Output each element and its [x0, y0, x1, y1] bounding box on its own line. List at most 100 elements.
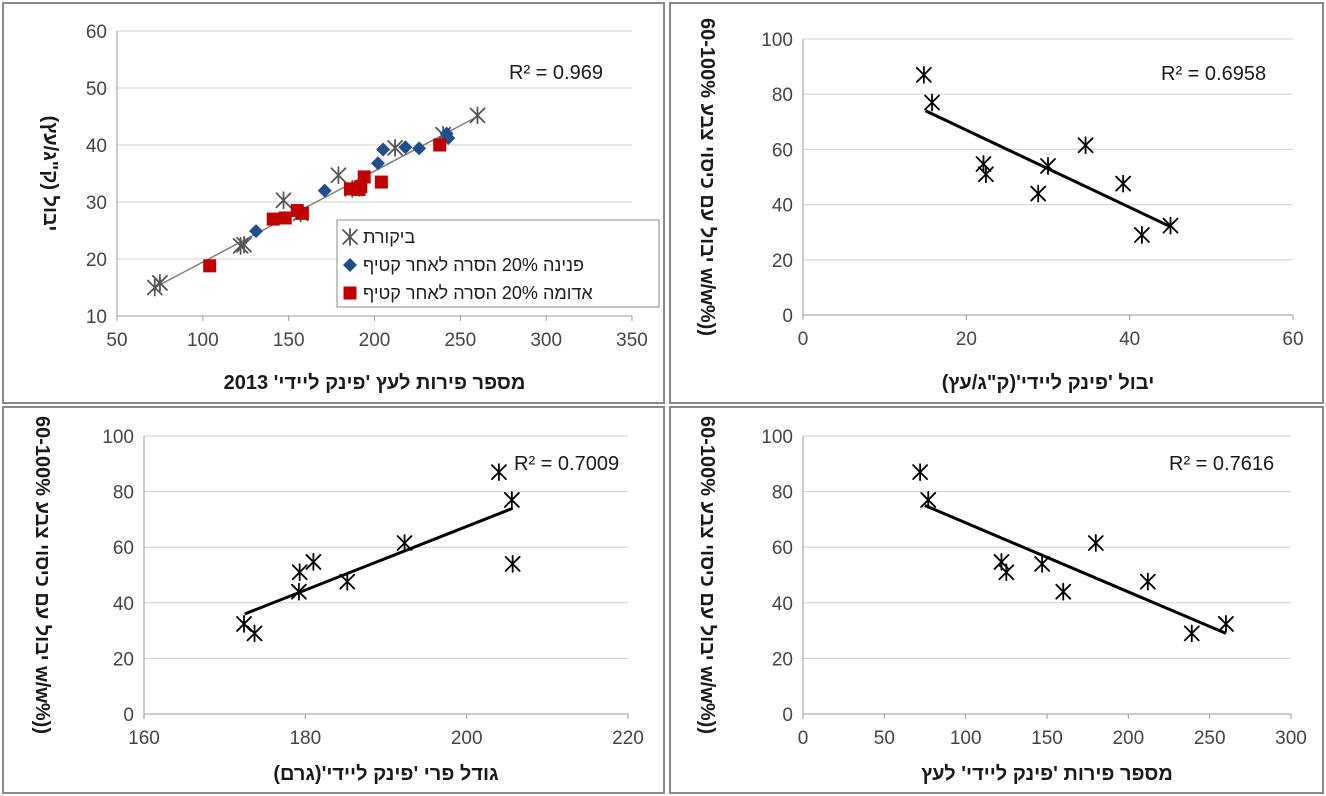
data-point	[275, 191, 292, 210]
x-tick-label: 350	[616, 330, 648, 351]
data-point	[1077, 136, 1094, 155]
data-point	[249, 224, 264, 239]
x-tick-label: 300	[530, 330, 562, 351]
series-0	[915, 65, 1179, 244]
y-tick-label: 40	[772, 196, 793, 217]
r-squared-label: R² = 0.969	[509, 62, 603, 84]
chart-yield-vs-colored-yield-plot: 0 20 40 60 80 100 0 20 40 60 יבול 'פינק ליידי'(ק"ג…	[696, 18, 1304, 394]
data-point	[1139, 572, 1156, 591]
x-tick-label: 200	[451, 728, 483, 749]
chart-yield-vs-colored-yield: 0 20 40 60 80 100 0 20 40 60 יבול 'פינק ליידי'(ק"ג…	[669, 2, 1324, 404]
x-tick-label: 0	[798, 329, 809, 350]
chart-fruit-count-vs-colored-yield-plot: 0 20 40 60 80 100 0 50 100 150 200 250 300 מספר פירות…	[696, 416, 1307, 785]
data-point	[1055, 582, 1072, 601]
data-point	[317, 183, 332, 198]
chart-fruit-size-vs-colored-yield-plot: 0 20 40 60 80 100 160 180 200 220 גודל פרי 'פינק ל…	[31, 416, 644, 785]
x-tick-label: 200	[359, 330, 391, 351]
x-tick-label: 50	[874, 728, 895, 749]
y-tick-label: 60	[86, 22, 107, 43]
series-2	[203, 138, 447, 273]
data-point	[912, 463, 929, 482]
data-point	[998, 563, 1015, 582]
series-0	[912, 463, 1234, 643]
data-point	[305, 553, 322, 571]
data-point	[295, 206, 309, 220]
data-point	[203, 259, 217, 273]
x-tick-label: 250	[444, 330, 476, 351]
data-point	[920, 491, 937, 509]
y-tick-label: 80	[113, 483, 134, 504]
data-point	[290, 582, 307, 601]
legend-label: אדומה 20% הסרה לאחר קטיף	[363, 283, 593, 303]
y-axis-title: יבול עם כיסוי צבע 60-100% w/w%))	[696, 18, 718, 336]
y-tick-label: 20	[772, 251, 793, 272]
data-point	[1030, 184, 1047, 203]
trendline	[154, 115, 478, 289]
legend-marker	[342, 228, 358, 246]
data-point	[491, 463, 507, 482]
data-point	[924, 93, 940, 112]
y-tick-label: 0	[782, 306, 793, 327]
data-point	[1134, 226, 1150, 244]
x-axis-title: גודל פרי 'פינק ליידי'(גרם)	[273, 763, 499, 785]
data-point	[374, 175, 388, 189]
legend-marker	[343, 286, 357, 300]
y-tick-label: 100	[102, 427, 134, 448]
data-point	[236, 235, 252, 254]
r-squared-label: R² = 0.7616	[1169, 453, 1274, 475]
data-point	[1087, 534, 1104, 552]
r-squared-label: R² = 0.6958	[1161, 63, 1266, 85]
y-tick-label: 80	[772, 85, 793, 106]
x-axis-title: מספר פירות 'פינק ליידי' לעץ	[921, 763, 1173, 785]
y-tick-label: 20	[113, 649, 134, 670]
y-tick-label: 40	[86, 136, 107, 157]
legend-label: ביקורת	[363, 227, 415, 247]
y-axis-title: יבול עם כיסוי צבע 60-100% w/w%))	[31, 416, 53, 734]
y-tick-label: 0	[123, 705, 134, 726]
x-tick-label: 60	[1282, 329, 1303, 350]
chart-fruit-size-vs-colored-yield: 0 20 40 60 80 100 160 180 200 220 גודל פרי 'פינק ל…	[2, 406, 665, 794]
data-point	[503, 491, 520, 509]
data-point	[398, 140, 413, 155]
y-tick-label: 40	[772, 594, 793, 615]
data-point	[412, 141, 427, 156]
y-axis-title: יבול (ק"ג/עץ)	[39, 116, 61, 232]
x-tick-label: 50	[106, 330, 127, 351]
data-point	[246, 624, 263, 643]
x-tick-label: 20	[956, 329, 977, 350]
y-tick-label: 100	[761, 30, 793, 51]
chart-fruit-count-vs-colored-yield: 0 20 40 60 80 100 0 50 100 150 200 250 300 מספר פירות…	[669, 406, 1324, 794]
data-point	[978, 165, 994, 184]
data-point	[1162, 216, 1179, 235]
legend-marker	[343, 258, 357, 272]
x-tick-label: 200	[1112, 728, 1144, 749]
trendline	[924, 504, 1227, 635]
data-point	[1218, 615, 1234, 633]
data-point	[339, 572, 356, 591]
data-point	[291, 563, 308, 582]
x-tick-label: 160	[128, 728, 160, 749]
data-point	[469, 106, 486, 125]
data-point	[396, 534, 413, 552]
y-axis-title: יבול עם כיסוי צבע 60-100% w/w%))	[696, 416, 718, 734]
x-tick-label: 250	[1194, 728, 1226, 749]
data-point	[278, 211, 292, 225]
data-point	[330, 166, 347, 185]
x-tick-label: 40	[1119, 329, 1140, 350]
data-point	[387, 138, 404, 157]
data-point	[266, 212, 280, 226]
y-tick-label: 100	[761, 427, 793, 448]
data-point	[236, 615, 252, 633]
data-point	[433, 138, 447, 152]
x-tick-label: 100	[950, 728, 982, 749]
data-point	[370, 156, 385, 171]
data-point	[1040, 157, 1056, 175]
data-point	[915, 65, 932, 84]
r-squared-label: R² = 0.7009	[514, 453, 619, 475]
data-point	[975, 155, 992, 173]
y-tick-label: 0	[782, 705, 793, 726]
data-point	[1183, 624, 1200, 643]
y-tick-label: 30	[86, 193, 107, 214]
data-point	[357, 170, 371, 184]
x-tick-label: 0	[798, 728, 809, 749]
